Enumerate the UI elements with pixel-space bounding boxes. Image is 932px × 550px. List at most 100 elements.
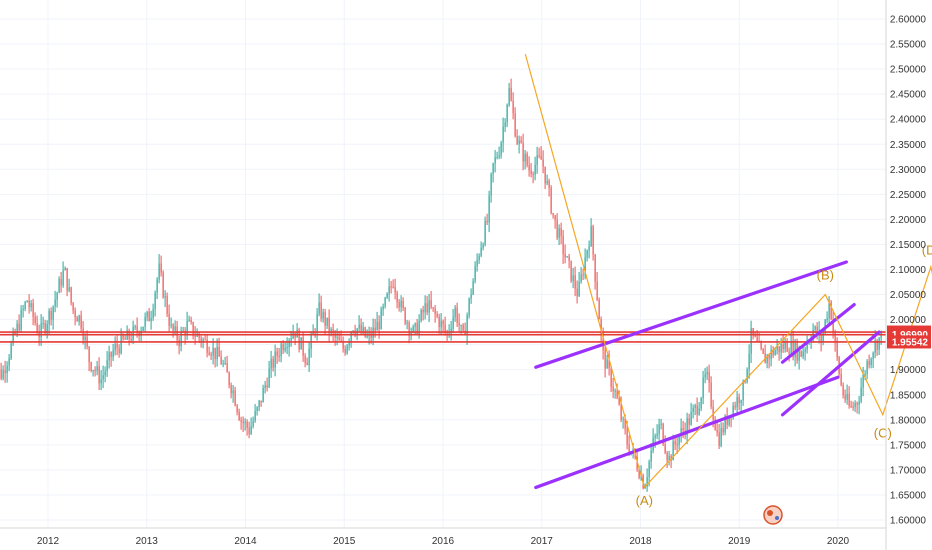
candle-body (782, 344, 784, 350)
candle-body (712, 406, 714, 420)
candle-body (50, 310, 52, 320)
candle-body (438, 316, 440, 328)
candle-body (24, 302, 26, 309)
price-tick-label: 1.70000 (890, 465, 927, 476)
candle-body (150, 318, 152, 322)
candle-body (830, 301, 832, 319)
candle-body (770, 349, 772, 360)
candle-body (714, 419, 716, 431)
price-tick-label: 2.15000 (890, 240, 927, 251)
candle-body (440, 320, 442, 328)
price-tick-label: 2.60000 (890, 15, 927, 26)
candle-body (48, 310, 50, 325)
candle-body (452, 317, 454, 329)
price-tick-label: 1.85000 (890, 390, 927, 401)
candle-body (34, 316, 36, 324)
candle-body (84, 336, 86, 340)
candle-body (564, 253, 566, 258)
candle-body (612, 386, 614, 392)
candle-body (672, 441, 674, 461)
candle-body (804, 349, 806, 352)
price-tick-label: 2.50000 (890, 65, 927, 76)
candle-body (866, 361, 868, 374)
candle-body (750, 328, 752, 354)
candle-body (252, 420, 254, 427)
candle-body (520, 140, 522, 143)
candle-body (282, 344, 284, 351)
candle-body (158, 263, 160, 280)
candle-body (76, 317, 78, 322)
candle-body (556, 219, 558, 238)
candle-body (224, 362, 226, 364)
candle-body (754, 334, 756, 337)
candle-body (822, 331, 824, 342)
time-axis[interactable]: 2012 2013 2014 2015 2016 2017 2018 2019 2020 (37, 536, 850, 547)
candle-body (160, 263, 162, 273)
candle-body (486, 220, 488, 223)
candle-body (358, 324, 360, 329)
candle-body (278, 355, 280, 357)
candle-body (246, 421, 248, 428)
candle-body (528, 165, 530, 171)
candle-body (8, 358, 10, 366)
candle-body (166, 296, 168, 314)
candle-body (460, 324, 462, 326)
candle-body (394, 286, 396, 293)
candle-body (786, 342, 788, 352)
candle-body (494, 157, 496, 164)
candle-body (26, 300, 28, 303)
candles (0, 78, 882, 492)
candle-body (558, 228, 560, 238)
candle-body (648, 461, 650, 477)
candle-body (376, 321, 378, 331)
candle-body (174, 326, 176, 331)
watermark-logo (763, 505, 783, 525)
candle-body (420, 309, 422, 321)
price-tick-label: 2.35000 (890, 140, 927, 151)
candle-body (250, 426, 252, 434)
candle-body (656, 433, 658, 436)
candle-body (172, 324, 174, 331)
candle-body (458, 322, 460, 326)
candle-body (664, 444, 666, 453)
candle-body (40, 323, 42, 338)
horizontal-levels (0, 331, 886, 343)
candle-body (464, 330, 466, 336)
price-axis[interactable]: 1.60000 1.65000 1.70000 1.75000 1.80000 1.850… (890, 15, 927, 527)
wave-label: (C) (874, 425, 892, 440)
price-tick-label: 2.40000 (890, 115, 927, 126)
candle-body (762, 348, 764, 354)
candle-body (180, 331, 182, 347)
wave-label: (A) (636, 493, 653, 508)
candle-body (426, 303, 428, 313)
candle-body (396, 292, 398, 303)
candle-body (124, 338, 126, 340)
candle-body (74, 310, 76, 318)
candle-body (542, 159, 544, 167)
candle-body (136, 326, 138, 333)
candle-body (228, 372, 230, 386)
candle-body (204, 339, 206, 341)
candle-body (350, 331, 352, 341)
candle-body (720, 428, 722, 446)
candle-body (482, 244, 484, 248)
candle-body (412, 326, 414, 332)
candle-body (738, 397, 740, 404)
candle-body (742, 381, 744, 401)
candle-body (660, 423, 662, 425)
candle-body (302, 337, 304, 356)
candle-body (110, 352, 112, 358)
candle-body (186, 321, 188, 336)
candle-body (694, 405, 696, 408)
candle-body (92, 370, 94, 372)
candle-body (470, 294, 472, 299)
price-tag-label: 1.95542 (892, 337, 929, 348)
candle-body (104, 371, 106, 376)
candle-body (36, 323, 38, 333)
candle-body (348, 340, 350, 346)
candle-body (62, 270, 64, 286)
candle-body (620, 404, 622, 420)
candle-body (554, 215, 556, 220)
candle-body (280, 344, 282, 357)
